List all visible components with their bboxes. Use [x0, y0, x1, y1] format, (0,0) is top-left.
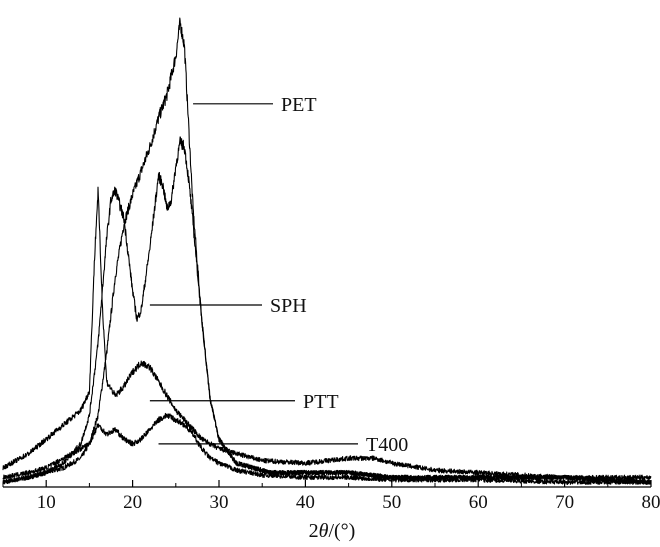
- x-tick-label-20: 20: [123, 492, 142, 513]
- x-tick-label-60: 60: [469, 492, 488, 513]
- x-tick-label-50: 50: [382, 492, 401, 513]
- series-line-t400: [2, 412, 652, 485]
- x-axis-label: 2θ/(°): [309, 520, 356, 542]
- series-label-sph: SPH: [270, 295, 307, 317]
- series-label-ptt: PTT: [303, 391, 339, 413]
- series-label-pet: PET: [281, 94, 317, 116]
- x-axis: 10 20 30 40 50 60 70 80: [2, 480, 660, 513]
- series-line-sph: [2, 136, 652, 485]
- series-group: [2, 17, 652, 485]
- x-tick-label-10: 10: [37, 492, 56, 513]
- series-label-t400: T400: [366, 434, 408, 456]
- x-tick-label-70: 70: [555, 492, 574, 513]
- series-line-ptt: [2, 186, 652, 481]
- x-tick-label-40: 40: [296, 492, 315, 513]
- x-tick-label-80: 80: [642, 492, 660, 513]
- annotation-group: PET SPH PTT T400: [149, 94, 408, 456]
- x-tick-label-30: 30: [210, 492, 229, 513]
